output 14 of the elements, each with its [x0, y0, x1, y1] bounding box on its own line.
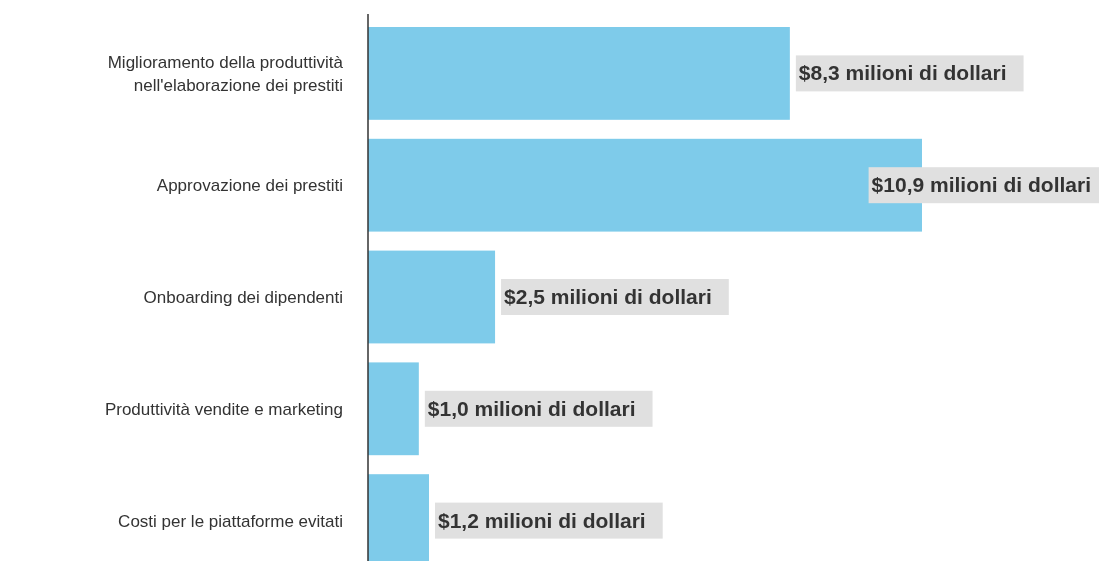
y-tick-label: Miglioramento della produttività nell'elaborazione dei prestiti — [107, 52, 344, 95]
y-tick-label: Approvazione dei prestiti — [156, 176, 343, 196]
data-label: $1,2 milioni di dollari — [437, 508, 646, 532]
bar — [368, 250, 496, 344]
bar — [368, 362, 419, 456]
y-tick-label: Produttività vendite e marketing — [104, 399, 343, 419]
data-label: $10,9 milioni di dollari — [871, 173, 1091, 197]
data-label: $8,3 milioni di dollari — [798, 61, 1007, 85]
data-label: $2,5 milioni di dollari — [504, 285, 712, 308]
bar — [368, 27, 790, 120]
y-tick-label: Onboarding dei dipendenti — [143, 288, 343, 307]
y-tick-label: Costi per le piattaforme evitati — [118, 511, 343, 531]
bar — [368, 138, 922, 232]
data-label: $1,0 milioni di dollari — [427, 396, 636, 420]
